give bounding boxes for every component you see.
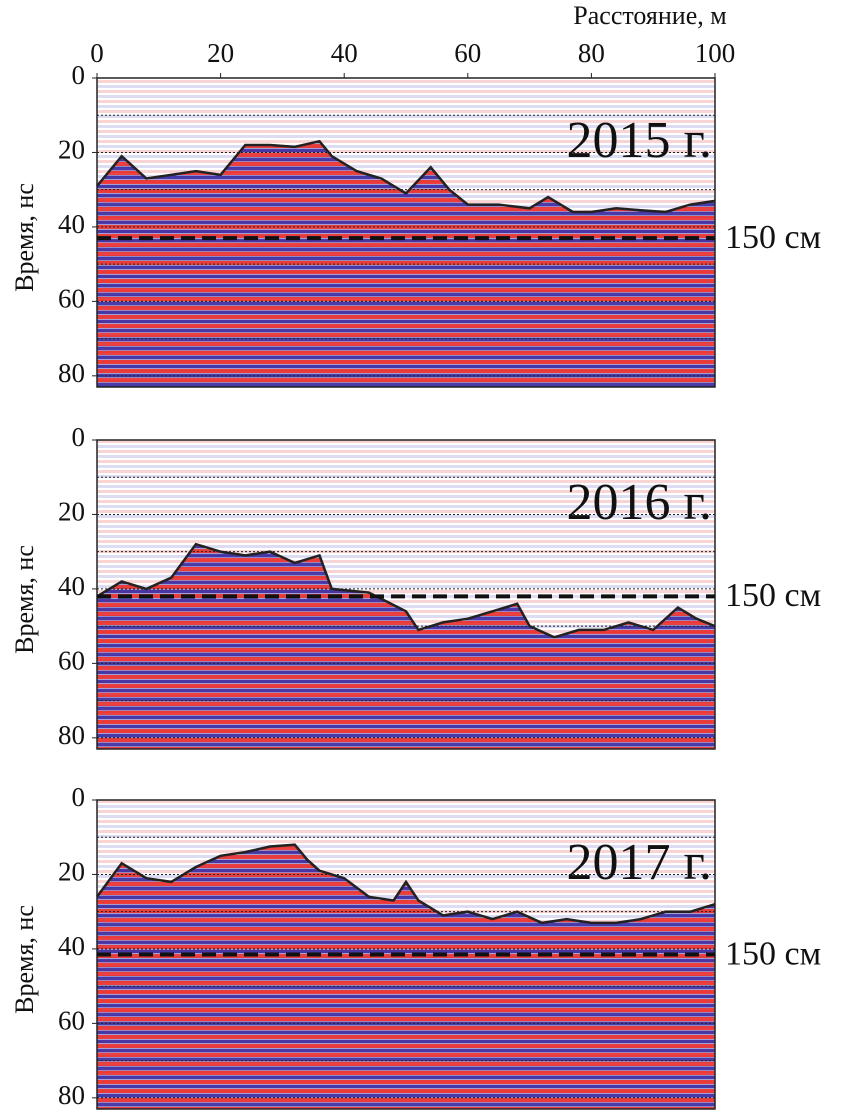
boundary-line <box>96 139 716 214</box>
x-tick-label: 100 <box>695 38 736 68</box>
y-tick-label: 40 <box>58 931 85 961</box>
reference-label: 150 см <box>725 219 821 256</box>
y-tick-label: 0 <box>72 60 86 90</box>
y-tick-label: 80 <box>58 720 85 750</box>
y-tick-label: 20 <box>58 135 85 165</box>
y-tick-label: 0 <box>72 422 86 452</box>
y-tick-label: 80 <box>58 358 85 388</box>
panel: 0 20 40 60 80 0 20 40 60 80 100 Расстояние, м Время,… <box>10 1 821 388</box>
reflection-area <box>97 844 715 1109</box>
panel-title: 2016 г. <box>567 474 712 531</box>
x-tick-label: 0 <box>90 38 104 68</box>
y-tick-label: 40 <box>58 209 85 239</box>
y-tick-label: 20 <box>58 857 85 887</box>
boundary-line <box>96 542 716 639</box>
y-tick-label: 60 <box>58 1006 85 1036</box>
reference-label: 150 см <box>725 577 821 614</box>
reference-label: 150 см <box>725 935 821 972</box>
y-axis-label: Время, нс <box>10 183 39 292</box>
y-axis-label: Время, нс <box>10 905 39 1014</box>
panel: 0 20 40 60 80 Время, нс 150 см 2017 г. <box>10 782 821 1110</box>
y-tick-label: 60 <box>58 646 85 676</box>
x-tick-label: 60 <box>454 38 481 68</box>
x-tick-label: 40 <box>331 38 358 68</box>
y-tick-label: 20 <box>58 497 85 527</box>
y-tick-label: 40 <box>58 571 85 601</box>
panel: 0 20 40 60 80 Время, нс 150 см 2016 г. <box>10 422 821 750</box>
y-tick-label: 0 <box>72 782 86 812</box>
y-tick-label: 80 <box>58 1080 85 1110</box>
x-axis-label: Расстояние, м <box>573 1 726 30</box>
x-tick-label: 80 <box>578 38 605 68</box>
x-tick-label: 20 <box>207 38 234 68</box>
y-axis-label: Время, нс <box>10 545 39 654</box>
boundary-line <box>95 843 716 925</box>
plot-frame <box>96 77 716 388</box>
y-tick-label: 60 <box>58 284 85 314</box>
panel-title: 2015 г. <box>567 112 712 169</box>
panel-title: 2017 г. <box>567 834 712 891</box>
